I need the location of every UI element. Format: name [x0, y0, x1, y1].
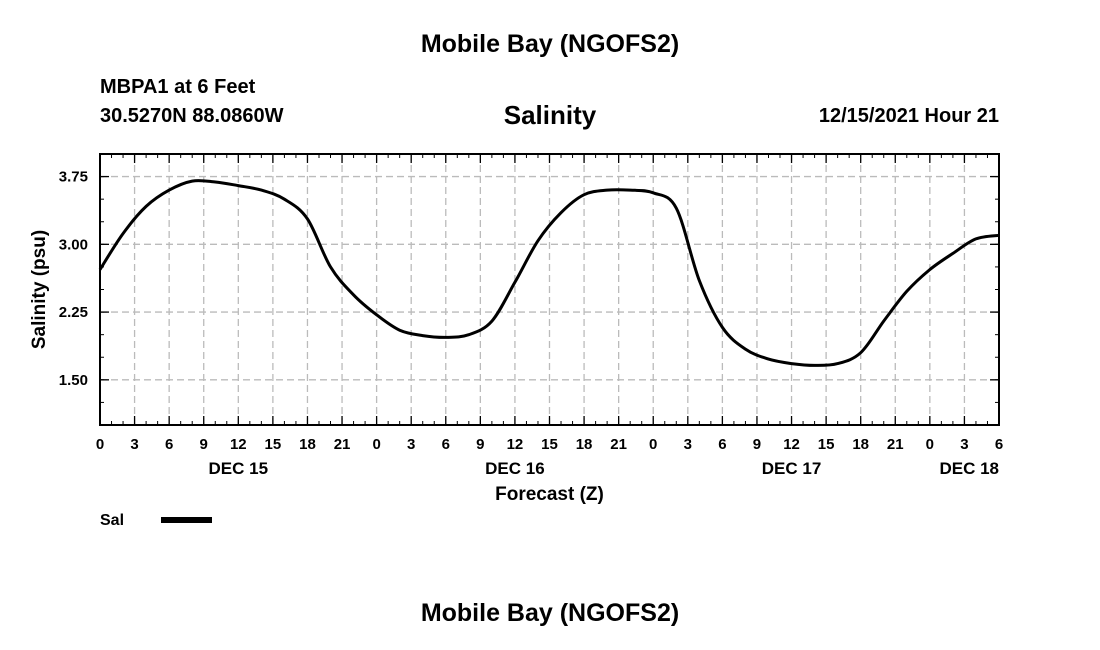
x-tick-label: 0 — [649, 436, 657, 453]
series-layer — [98, 179, 1000, 367]
x-tick-label: 9 — [753, 436, 761, 453]
coordinates-label: 30.5270N 88.0860W — [100, 105, 284, 127]
day-label: DEC 17 — [762, 459, 822, 478]
x-tick-label: 12 — [507, 436, 524, 453]
x-tick-label: 18 — [852, 436, 869, 453]
x-tick-label: 21 — [610, 436, 627, 453]
x-tick-label: 12 — [230, 436, 247, 453]
x-tick-label: 6 — [165, 436, 173, 453]
x-tick-label: 18 — [299, 436, 316, 453]
y-axis-label: Salinity (psu) — [29, 230, 50, 349]
grid-lines — [100, 154, 999, 425]
x-tick-label: 3 — [684, 436, 692, 453]
forecast-datetime: 12/15/2021 Hour 21 — [818, 105, 999, 127]
x-tick-label: 3 — [407, 436, 415, 453]
y-tick-label: 2.25 — [59, 304, 88, 321]
axis-labels: 0 3 6 9 12 15 18 21 0 3 6 9 12 15 18 21 0 3 6 9 12 15 18 21 0 3 6 D… — [59, 169, 1003, 478]
x-tick-label: 15 — [265, 436, 282, 453]
page-title: Mobile Bay (NGOFS2) — [420, 30, 680, 58]
x-tick-label: 0 — [372, 436, 380, 453]
x-tick-label: 9 — [200, 436, 208, 453]
x-tick-label: 6 — [718, 436, 726, 453]
x-tick-label: 0 — [96, 436, 104, 453]
x-tick-label: 6 — [442, 436, 450, 453]
series-line-sal — [98, 179, 1000, 367]
x-tick-label: 6 — [995, 436, 1003, 453]
x-tick-label: 18 — [576, 436, 593, 453]
x-tick-label: 12 — [783, 436, 800, 453]
station-label: MBPA1 at 6 Feet — [100, 76, 256, 98]
x-tick-label: 15 — [818, 436, 835, 453]
x-tick-label: 3 — [130, 436, 138, 453]
plot-frame — [99, 153, 1000, 426]
x-axis-label: Forecast (Z) — [495, 484, 604, 505]
day-label: DEC 16 — [485, 459, 545, 478]
x-tick-label: 21 — [887, 436, 904, 453]
x-tick-label: 15 — [541, 436, 558, 453]
day-label: DEC 15 — [209, 459, 269, 478]
x-tick-label: 21 — [334, 436, 351, 453]
legend-label: Sal — [100, 512, 124, 529]
y-tick-label: 3.75 — [59, 169, 88, 186]
x-tick-label: 9 — [476, 436, 484, 453]
chart-title: Salinity — [503, 100, 597, 130]
y-tick-label: 1.50 — [59, 372, 88, 389]
footer-title: Mobile Bay (NGOFS2) — [420, 599, 680, 627]
y-tick-label: 3.00 — [59, 236, 88, 253]
day-label: DEC 18 — [939, 459, 999, 478]
x-tick-label: 3 — [960, 436, 968, 453]
x-tick-label: 0 — [926, 436, 934, 453]
